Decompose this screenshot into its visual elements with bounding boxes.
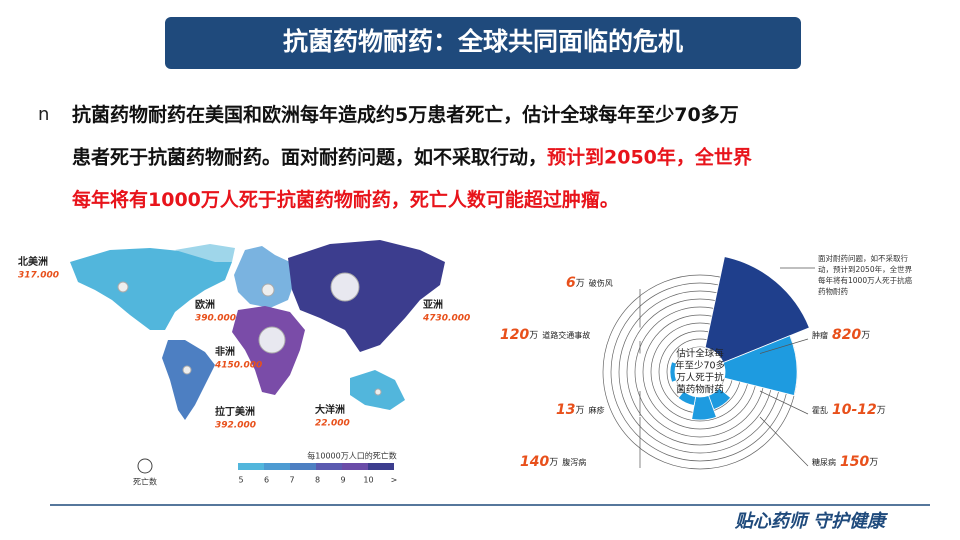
cause-unit: 万 bbox=[549, 458, 558, 468]
text-segment: 每年将有1000万人死于抗菌药物耐药，死亡人数可能超过肿瘤。 bbox=[72, 188, 619, 211]
cause-name: 麻疹 bbox=[589, 405, 605, 415]
note-line: 面对耐药问题，如不采取行 bbox=[818, 253, 908, 263]
center-text: 年至少70多 bbox=[675, 360, 725, 372]
cause-name: 糖尿病 bbox=[812, 457, 836, 467]
cause-label: 霍乱 10-12万 bbox=[812, 402, 886, 418]
text-segment: 抗菌药物耐药在美国和欧洲每年造成约5万患者死亡，估计全球每年至少70多万 bbox=[72, 103, 739, 126]
cause-value: 6 bbox=[566, 275, 576, 291]
center-disc bbox=[675, 347, 725, 397]
cause-label: 140万 腹泻病 bbox=[520, 454, 586, 470]
region-name: 北美洲 bbox=[18, 255, 48, 268]
legend-circle-label: 死亡数 bbox=[133, 477, 157, 487]
cause-label: 糖尿病 150万 bbox=[812, 454, 878, 470]
center-text: 万人死于抗 bbox=[676, 372, 724, 384]
legend-scale-title: 每10000万人口的死亡数 bbox=[307, 451, 396, 461]
cause-name: 霍乱 bbox=[812, 405, 828, 415]
cause-name: 破伤风 bbox=[589, 278, 613, 288]
note-line: 每年将有1000万人死于抗癌 bbox=[818, 275, 913, 285]
region-name: 欧洲 bbox=[195, 298, 215, 311]
cause-unit: 万 bbox=[576, 279, 585, 289]
center-text: 菌药物耐药 bbox=[676, 384, 724, 396]
title-bar bbox=[165, 17, 801, 69]
cause-label: 13万 麻疹 bbox=[556, 402, 605, 418]
cause-name: 腹泻病 bbox=[562, 457, 586, 467]
cause-name: 道路交通事故 bbox=[542, 330, 590, 340]
cause-label: 120万 道路交通事故 bbox=[500, 327, 590, 343]
cause-label: 6万 破伤风 bbox=[566, 275, 613, 291]
cause-unit: 万 bbox=[869, 458, 878, 468]
paragraph-line: 抗菌药物耐药在美国和欧洲每年造成约5万患者死亡，估计全球每年至少70多万 bbox=[72, 103, 739, 126]
center-text: 估计全球每 bbox=[676, 348, 724, 360]
cause-unit: 万 bbox=[529, 331, 538, 341]
legend-tick: > bbox=[391, 476, 398, 485]
cause-unit: 万 bbox=[877, 406, 886, 416]
cause-value: 150 bbox=[840, 454, 869, 470]
legend-tick: 5 bbox=[238, 476, 243, 485]
legend-tick: 7 bbox=[289, 476, 294, 485]
bullet: n bbox=[38, 104, 49, 125]
text-segment: 预计到2050年，全世界 bbox=[547, 145, 752, 168]
cause-unit: 万 bbox=[861, 331, 870, 341]
region-value: 390.000 bbox=[195, 314, 236, 324]
leader bbox=[759, 390, 809, 415]
region-name: 拉丁美洲 bbox=[215, 405, 255, 418]
region-name: 大洋洲 bbox=[315, 403, 345, 416]
region-value: 4150.000 bbox=[214, 361, 262, 371]
cause-value: 820 bbox=[832, 327, 861, 343]
paragraph-line: 每年将有1000万人死于抗菌药物耐药，死亡人数可能超过肿瘤。 bbox=[72, 188, 619, 211]
region-value: 392.000 bbox=[215, 421, 256, 431]
footer: 贴心药师 守护健康 bbox=[734, 511, 888, 532]
legend-tick: 10 bbox=[363, 476, 373, 485]
cause-value: 140 bbox=[520, 454, 549, 470]
cause-name: 肿瘤 bbox=[812, 330, 828, 340]
cause-value: 10-12 bbox=[832, 402, 877, 418]
leader bbox=[759, 416, 809, 467]
paragraph-line: 患者死于抗菌药物耐药。面对耐药问题，如不采取行动，预计到2050年，全世界 bbox=[72, 145, 752, 168]
region-name: 亚洲 bbox=[423, 299, 443, 311]
legend-tick: 9 bbox=[340, 476, 345, 485]
leader bbox=[759, 338, 809, 354]
region-value: 317.000 bbox=[18, 271, 59, 281]
cause-label: 肿瘤 820万 bbox=[812, 327, 870, 343]
cause-value: 120 bbox=[500, 327, 529, 343]
world-map bbox=[70, 240, 445, 474]
cause-unit: 万 bbox=[575, 406, 584, 416]
text-segment: 患者死于抗菌药物耐药。面对耐药问题，如不采取行动， bbox=[72, 145, 547, 168]
legend-tick: 8 bbox=[315, 476, 320, 485]
note-line: 动，预计到2050年，全世界 bbox=[818, 264, 913, 274]
region-name: 非洲 bbox=[215, 345, 235, 358]
title: 抗菌药物耐药：全球共同面临的危机 bbox=[283, 27, 683, 56]
region-value: 4730.000 bbox=[422, 314, 470, 324]
note-line: 药物耐药 bbox=[818, 286, 848, 296]
cause-value: 13 bbox=[556, 402, 575, 418]
region-value: 22.000 bbox=[315, 419, 350, 429]
legend-tick: 6 bbox=[264, 476, 269, 485]
wedge bbox=[722, 335, 798, 396]
